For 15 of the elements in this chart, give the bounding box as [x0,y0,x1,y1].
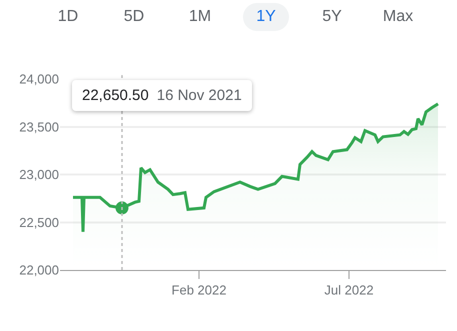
y-tick-label: 22,500 [19,214,59,230]
text: 5D [122,7,146,27]
text: 1Y [243,3,289,31]
y-tick-label: 23,000 [19,167,59,182]
text: Max [382,7,414,27]
annotation: 16 Nov 2021 [156,87,242,104]
x-tick-label: Jul 2022 [324,282,374,298]
text: 1D [56,7,80,27]
y-tick-label: 24,000 [19,72,59,87]
text: 5Y [321,7,343,27]
text: 1M [188,7,212,27]
annotation: 22,650.50 [82,87,149,104]
y-tick-label: 23,500 [19,119,59,134]
y-tick-label: 22,000 [19,262,59,278]
x-tick-label: Feb 2022 [172,282,226,298]
